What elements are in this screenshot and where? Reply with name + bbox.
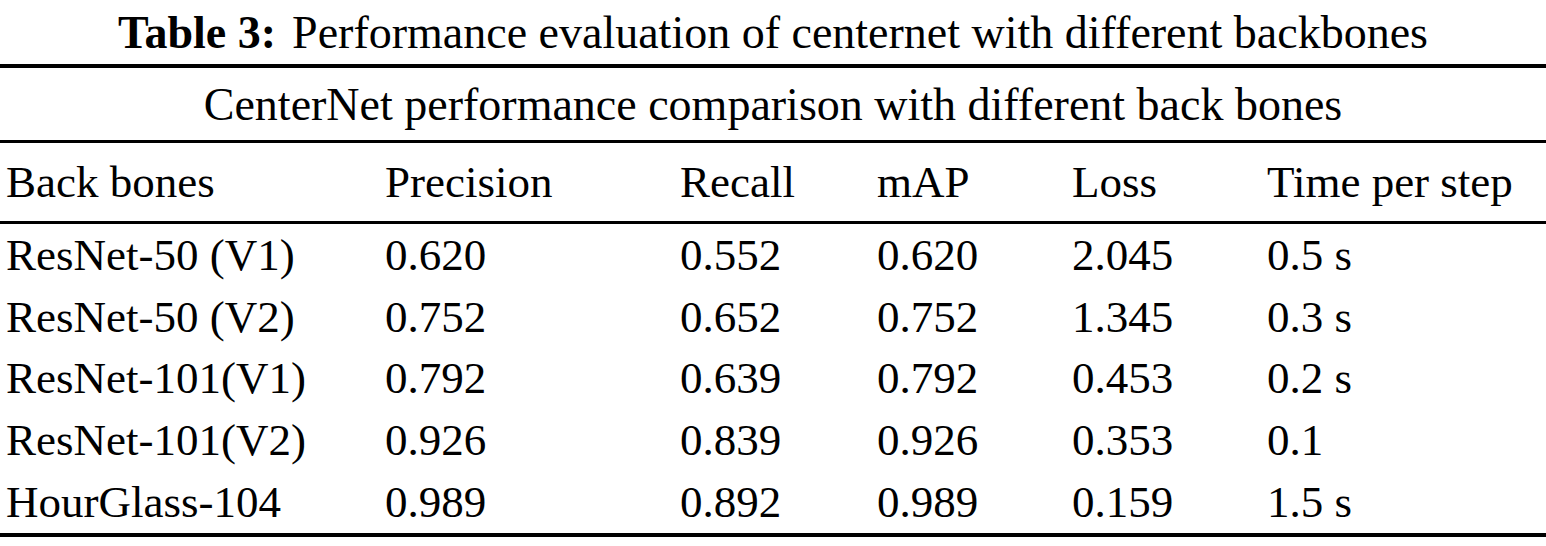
header-cell-loss: Loss [1072,156,1267,208]
rule-bottom [0,533,1546,537]
cell-precision: 0.926 [385,414,680,466]
paper-table-figure: Table 3: Performance evaluation of cente… [0,0,1546,546]
cell-recall: 0.552 [680,229,877,281]
cell-recall: 0.639 [680,352,877,404]
table-header-row: Back bones Precision Recall mAP Loss Tim… [0,143,1546,221]
cell-time: 0.1 [1267,414,1546,466]
cell-map: 0.926 [877,414,1072,466]
table-row: ResNet-101(V2) 0.926 0.839 0.926 0.353 0… [0,409,1546,471]
table-title-text: Performance evaluation of centernet with… [292,6,1428,59]
cell-time: 0.2 s [1267,352,1546,404]
cell-loss: 1.345 [1072,291,1267,343]
cell-recall: 0.839 [680,414,877,466]
cell-map: 0.989 [877,476,1072,528]
cell-precision: 0.620 [385,229,680,281]
cell-recall: 0.892 [680,476,877,528]
table-title: Table 3: Performance evaluation of cente… [0,0,1546,64]
header-cell-backbones: Back bones [0,156,385,208]
cell-backbone: ResNet-101(V2) [0,414,385,466]
table-number-label: Table 3: [118,6,276,59]
cell-precision: 0.792 [385,352,680,404]
cell-time: 0.5 s [1267,229,1546,281]
cell-loss: 0.353 [1072,414,1267,466]
header-cell-recall: Recall [680,156,877,208]
table-body: ResNet-50 (V1) 0.620 0.552 0.620 2.045 0… [0,224,1546,533]
cell-map: 0.620 [877,229,1072,281]
cell-map: 0.752 [877,291,1072,343]
cell-loss: 0.159 [1072,476,1267,528]
header-cell-time-per-step: Time per step [1267,156,1546,208]
table-row: ResNet-101(V1) 0.792 0.639 0.792 0.453 0… [0,348,1546,410]
cell-precision: 0.989 [385,476,680,528]
table-caption: CenterNet performance comparison with di… [0,68,1546,140]
cell-loss: 0.453 [1072,352,1267,404]
cell-backbone: HourGlass-104 [0,476,385,528]
table-row: HourGlass-104 0.989 0.892 0.989 0.159 1.… [0,471,1546,533]
cell-time: 0.3 s [1267,291,1546,343]
table-row: ResNet-50 (V2) 0.752 0.652 0.752 1.345 0… [0,286,1546,348]
cell-backbone: ResNet-50 (V2) [0,291,385,343]
cell-precision: 0.752 [385,291,680,343]
header-cell-map: mAP [877,156,1072,208]
cell-recall: 0.652 [680,291,877,343]
header-cell-precision: Precision [385,156,680,208]
cell-backbone: ResNet-101(V1) [0,352,385,404]
cell-backbone: ResNet-50 (V1) [0,229,385,281]
table-row: ResNet-50 (V1) 0.620 0.552 0.620 2.045 0… [0,224,1546,286]
cell-loss: 2.045 [1072,229,1267,281]
cell-time: 1.5 s [1267,476,1546,528]
cell-map: 0.792 [877,352,1072,404]
